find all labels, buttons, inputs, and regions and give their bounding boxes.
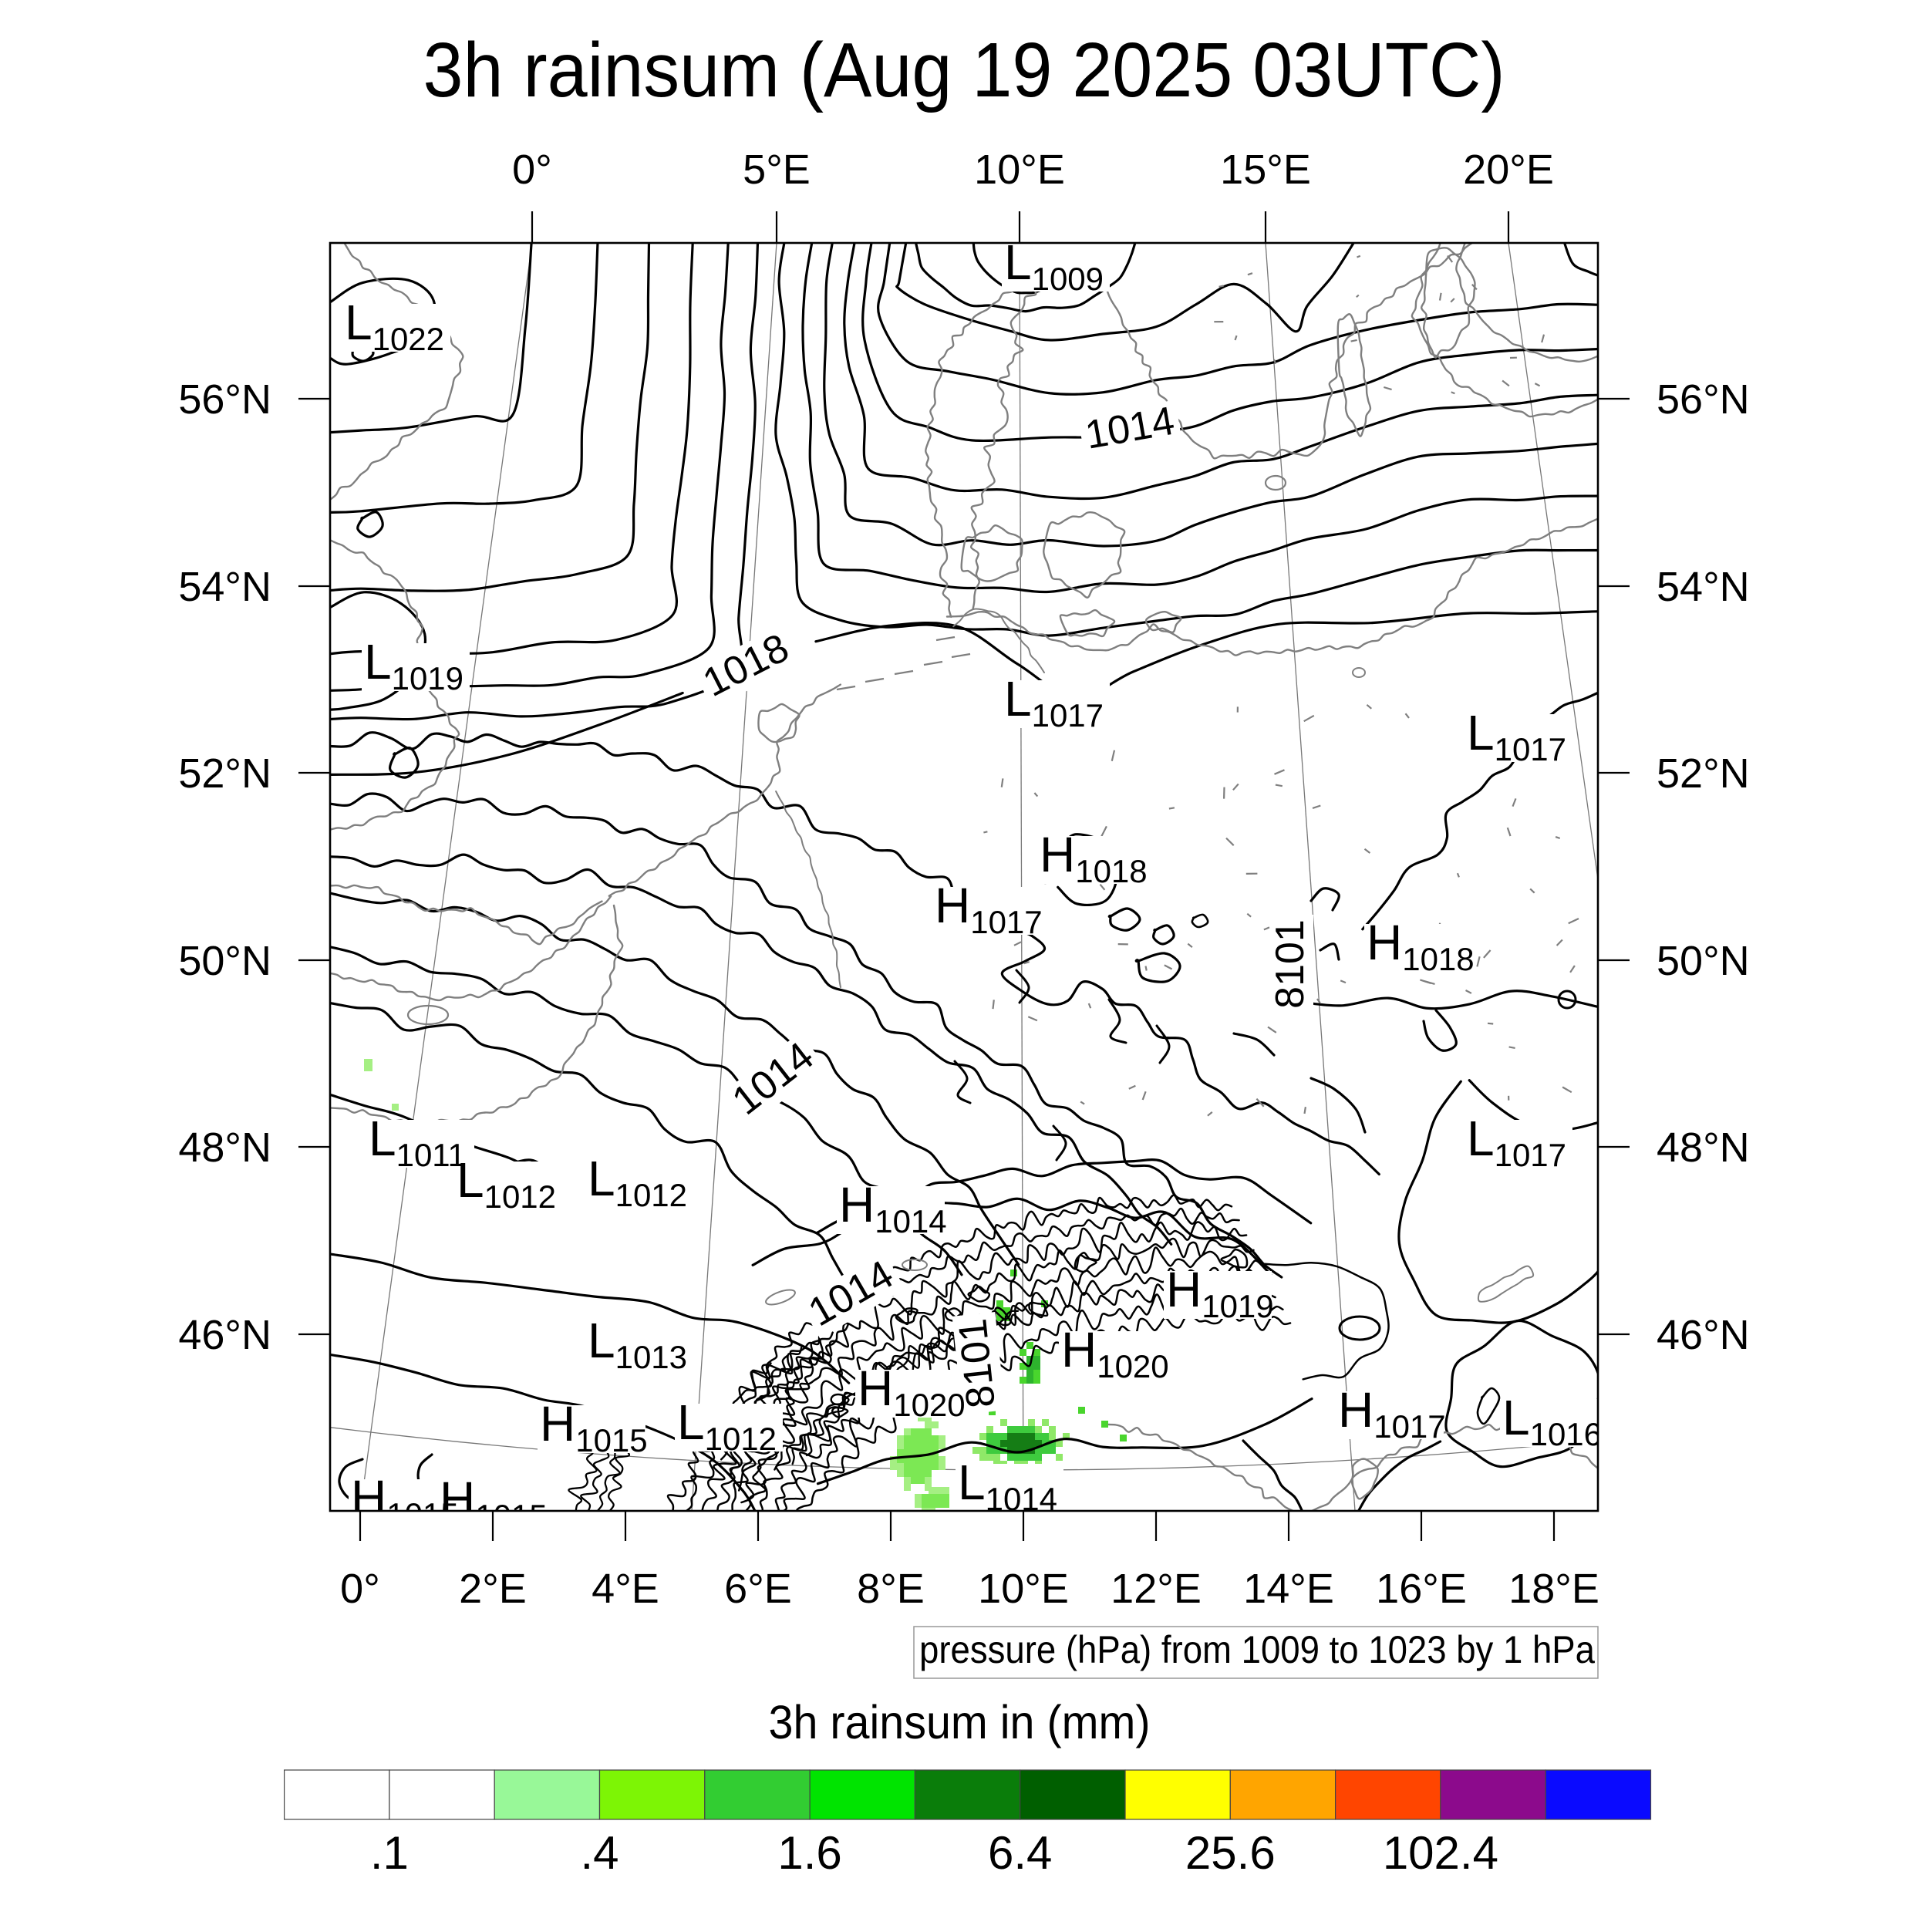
- svg-text:25.6: 25.6: [1185, 1827, 1276, 1879]
- svg-text:18°E: 18°E: [1508, 1566, 1599, 1612]
- svg-text:6°E: 6°E: [724, 1566, 792, 1612]
- svg-text:14°E: 14°E: [1243, 1566, 1334, 1612]
- svg-text:2°E: 2°E: [459, 1566, 527, 1612]
- svg-text:15°E: 15°E: [1220, 147, 1311, 193]
- svg-text:46°N: 46°N: [1657, 1312, 1750, 1358]
- svg-text:48°N: 48°N: [178, 1124, 271, 1171]
- svg-text:3h rainsum (Aug 19 2025 03UTC): 3h rainsum (Aug 19 2025 03UTC): [423, 27, 1505, 113]
- svg-text:pressure (hPa) from 1009 to 10: pressure (hPa) from 1009 to 1023 by 1 hP…: [919, 1628, 1595, 1671]
- svg-text:3h rainsum in (mm): 3h rainsum in (mm): [769, 1696, 1151, 1748]
- svg-text:54°N: 54°N: [1657, 564, 1750, 610]
- svg-text:20°E: 20°E: [1463, 147, 1554, 193]
- svg-text:1.6: 1.6: [777, 1827, 841, 1879]
- svg-text:52°N: 52°N: [1657, 750, 1750, 797]
- svg-text:4°E: 4°E: [592, 1566, 659, 1612]
- svg-text:50°N: 50°N: [178, 938, 271, 984]
- svg-text:102.4: 102.4: [1383, 1827, 1498, 1879]
- svg-text:16°E: 16°E: [1376, 1566, 1467, 1612]
- svg-text:8°E: 8°E: [857, 1566, 925, 1612]
- svg-text:10°E: 10°E: [978, 1566, 1069, 1612]
- svg-text:46°N: 46°N: [178, 1312, 271, 1358]
- svg-text:0°: 0°: [340, 1566, 380, 1612]
- svg-text:12°E: 12°E: [1111, 1566, 1202, 1612]
- svg-text:5°E: 5°E: [743, 147, 811, 193]
- svg-text:50°N: 50°N: [1657, 938, 1750, 984]
- svg-text:56°N: 56°N: [1657, 376, 1750, 423]
- svg-text:.1: .1: [370, 1827, 409, 1879]
- svg-text:56°N: 56°N: [178, 376, 271, 423]
- svg-text:54°N: 54°N: [178, 564, 271, 610]
- svg-text:0°: 0°: [512, 147, 552, 193]
- svg-text:48°N: 48°N: [1657, 1124, 1750, 1171]
- svg-text:8101: 8101: [950, 1317, 1004, 1410]
- svg-text:8101: 8101: [1268, 919, 1313, 1009]
- svg-text:.4: .4: [580, 1827, 619, 1879]
- svg-text:6.4: 6.4: [988, 1827, 1052, 1879]
- svg-text:10°E: 10°E: [974, 147, 1065, 193]
- svg-text:52°N: 52°N: [178, 750, 271, 797]
